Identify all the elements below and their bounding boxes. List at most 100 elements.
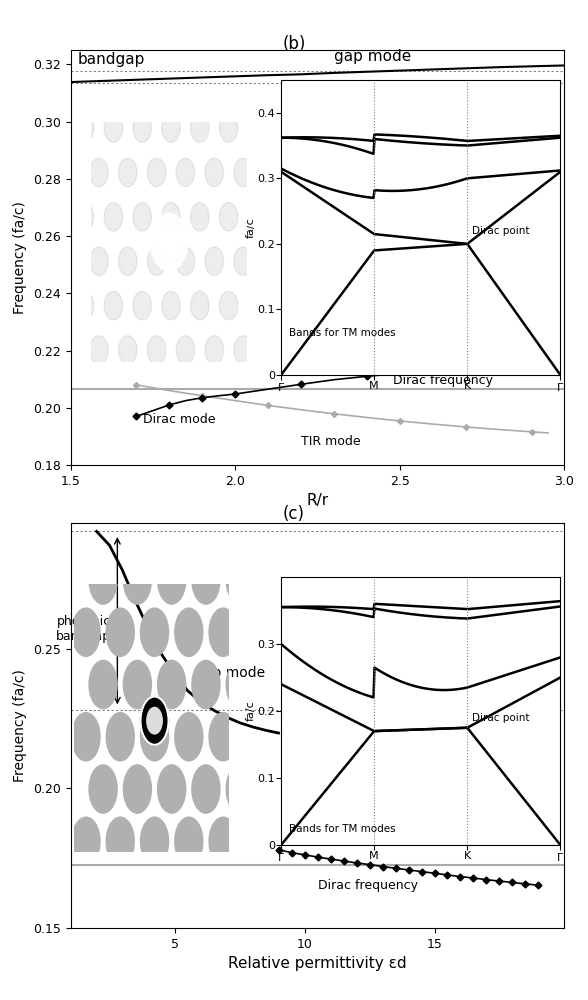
- Circle shape: [175, 713, 203, 761]
- Circle shape: [104, 114, 123, 142]
- Circle shape: [292, 247, 310, 275]
- Circle shape: [306, 25, 325, 53]
- Circle shape: [248, 203, 267, 231]
- Text: Bands for TM modes: Bands for TM modes: [289, 328, 395, 338]
- Circle shape: [205, 69, 223, 98]
- Text: gap mode: gap mode: [195, 666, 265, 680]
- Text: Dirac point: Dirac point: [472, 713, 529, 723]
- Circle shape: [61, 69, 79, 98]
- Circle shape: [219, 114, 238, 142]
- Y-axis label: fa/c: fa/c: [246, 217, 256, 238]
- Circle shape: [277, 114, 296, 142]
- Circle shape: [306, 380, 325, 409]
- Circle shape: [119, 336, 137, 364]
- Circle shape: [162, 380, 181, 409]
- Circle shape: [148, 69, 166, 98]
- X-axis label: Relative permittivity εd: Relative permittivity εd: [228, 956, 407, 971]
- Circle shape: [263, 247, 281, 275]
- Circle shape: [106, 608, 134, 656]
- Circle shape: [306, 291, 325, 320]
- Circle shape: [89, 660, 117, 709]
- Circle shape: [248, 291, 267, 320]
- Circle shape: [106, 817, 134, 865]
- Circle shape: [219, 380, 238, 409]
- Circle shape: [192, 556, 220, 604]
- Y-axis label: fa/c: fa/c: [246, 701, 256, 721]
- Circle shape: [292, 158, 310, 187]
- Circle shape: [176, 158, 195, 187]
- Circle shape: [219, 25, 238, 53]
- Circle shape: [133, 203, 152, 231]
- Circle shape: [234, 336, 252, 364]
- Circle shape: [75, 203, 94, 231]
- Text: Dirac mode: Dirac mode: [143, 413, 215, 426]
- Circle shape: [248, 380, 267, 409]
- Circle shape: [176, 336, 195, 364]
- Circle shape: [75, 25, 94, 53]
- Circle shape: [263, 158, 281, 187]
- Circle shape: [176, 247, 195, 275]
- Text: Dirac mode: Dirac mode: [377, 834, 450, 847]
- Circle shape: [89, 765, 117, 813]
- Circle shape: [226, 765, 254, 813]
- Circle shape: [133, 114, 152, 142]
- Circle shape: [292, 336, 310, 364]
- Text: gap mode: gap mode: [334, 49, 411, 64]
- Circle shape: [133, 25, 152, 53]
- Text: Dirac frequency: Dirac frequency: [318, 879, 417, 892]
- Circle shape: [234, 247, 252, 275]
- Circle shape: [151, 213, 188, 271]
- Circle shape: [219, 291, 238, 320]
- Circle shape: [191, 25, 209, 53]
- Circle shape: [89, 556, 117, 604]
- Circle shape: [205, 336, 223, 364]
- Text: (b): (b): [282, 35, 306, 53]
- Circle shape: [61, 158, 79, 187]
- Circle shape: [162, 114, 181, 142]
- Text: (c): (c): [283, 505, 305, 523]
- Circle shape: [148, 336, 166, 364]
- Circle shape: [209, 608, 237, 656]
- Y-axis label: Frequency (fa/c): Frequency (fa/c): [14, 669, 28, 782]
- Circle shape: [191, 114, 209, 142]
- Circle shape: [192, 765, 220, 813]
- Circle shape: [205, 247, 223, 275]
- Circle shape: [205, 158, 223, 187]
- Circle shape: [234, 69, 252, 98]
- Circle shape: [306, 203, 325, 231]
- Circle shape: [277, 25, 296, 53]
- Circle shape: [158, 660, 186, 709]
- Y-axis label: Frequency (fa/c): Frequency (fa/c): [14, 201, 28, 314]
- Circle shape: [158, 765, 186, 813]
- Text: Dirac frequency: Dirac frequency: [393, 374, 493, 387]
- Circle shape: [72, 713, 100, 761]
- Circle shape: [141, 697, 169, 745]
- Circle shape: [75, 291, 94, 320]
- Circle shape: [292, 69, 310, 98]
- Circle shape: [209, 817, 237, 865]
- Circle shape: [106, 713, 134, 761]
- Circle shape: [277, 203, 296, 231]
- Circle shape: [175, 817, 203, 865]
- Text: photonic
bandgap: photonic bandgap: [56, 615, 111, 643]
- Circle shape: [119, 69, 137, 98]
- Circle shape: [104, 203, 123, 231]
- Circle shape: [104, 291, 123, 320]
- Circle shape: [133, 380, 152, 409]
- Circle shape: [226, 660, 254, 709]
- Circle shape: [133, 291, 152, 320]
- Circle shape: [61, 336, 79, 364]
- Circle shape: [219, 203, 238, 231]
- Circle shape: [248, 114, 267, 142]
- Circle shape: [158, 556, 186, 604]
- Circle shape: [119, 158, 137, 187]
- Circle shape: [191, 380, 209, 409]
- Circle shape: [209, 713, 237, 761]
- Circle shape: [141, 608, 169, 656]
- Circle shape: [191, 291, 209, 320]
- Circle shape: [175, 608, 203, 656]
- Circle shape: [123, 765, 152, 813]
- Circle shape: [277, 380, 296, 409]
- Circle shape: [89, 158, 108, 187]
- Circle shape: [61, 247, 79, 275]
